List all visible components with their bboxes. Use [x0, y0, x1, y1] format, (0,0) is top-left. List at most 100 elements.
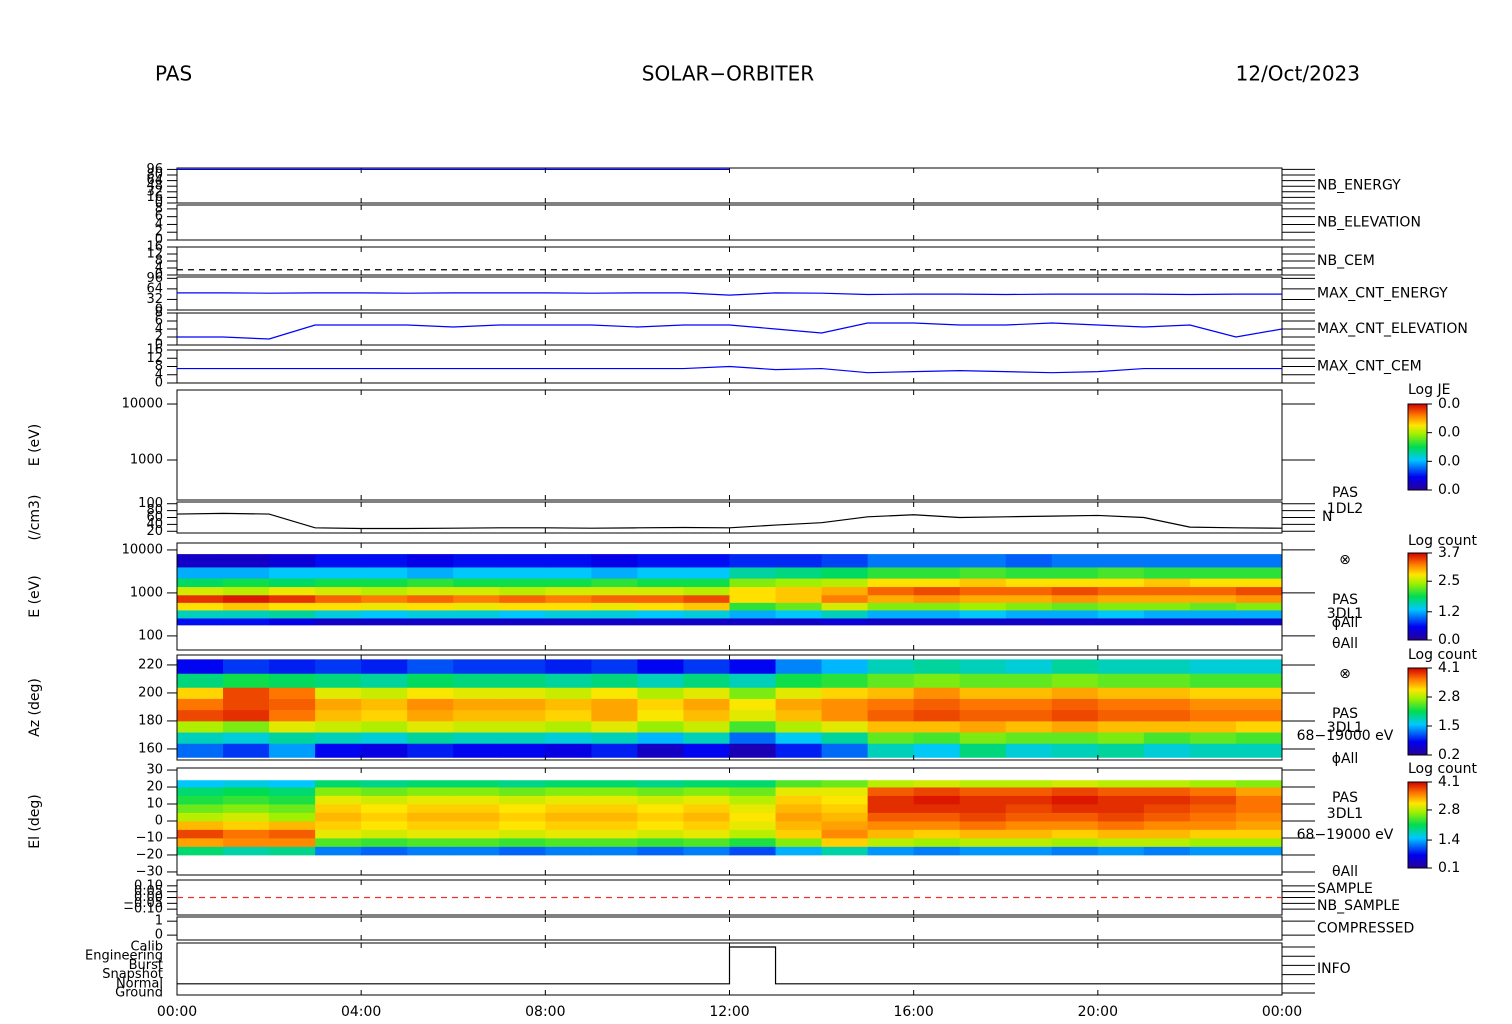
heatmap-cell	[591, 812, 638, 822]
heatmap-cell	[637, 554, 684, 568]
heatmap-cell	[269, 743, 316, 758]
heatmap-cell	[1235, 837, 1283, 847]
y-tick-label: 0	[155, 338, 163, 353]
y-tick-label: 20	[146, 780, 163, 795]
annotation: N	[1322, 509, 1332, 525]
heatmap-cell	[729, 673, 776, 688]
heatmap-cell	[223, 602, 270, 611]
heatmap-cell	[1235, 732, 1283, 744]
heatmap-cell	[1143, 837, 1191, 847]
heatmap-cell	[637, 586, 684, 596]
y-tick-label: 2	[155, 225, 163, 240]
heatmap-cell	[177, 732, 224, 744]
heatmap-cell	[1051, 578, 1099, 588]
heatmap-cell	[821, 795, 869, 805]
heatmap-cell	[361, 743, 408, 758]
heatmap-cell	[315, 812, 362, 822]
y-tick-label: 0	[155, 928, 163, 943]
heatmap-cell	[1143, 780, 1191, 788]
heatmap-cell	[775, 812, 822, 822]
y-tick-label: −30	[136, 864, 163, 879]
heatmap-cell	[1051, 812, 1099, 822]
heatmap-cell	[729, 732, 776, 744]
heatmap-cell	[1005, 829, 1053, 839]
heatmap-cell	[499, 829, 546, 839]
heatmap-cell	[407, 795, 454, 805]
heatmap-cell	[499, 820, 546, 830]
heatmap-cell	[867, 567, 915, 579]
heatmap-cell	[407, 829, 454, 839]
heatmap-cell	[499, 837, 546, 847]
colorbar-tick-label: 1.2	[1438, 604, 1460, 620]
heatmap-cell	[959, 618, 1007, 626]
colorbar-tick-label: 2.8	[1438, 802, 1460, 818]
heatmap-cell	[1005, 610, 1053, 619]
heatmap-cell	[637, 567, 684, 579]
heatmap-cell	[361, 846, 408, 856]
colorbar-tick-label: 0.1	[1438, 860, 1460, 876]
heatmap-cell	[1143, 610, 1191, 619]
colorbar-tick-label: 0.0	[1438, 453, 1460, 469]
heatmap-cell	[407, 720, 454, 733]
heatmap-cell	[591, 602, 638, 611]
panel-label: MAX_CNT_CEM	[1317, 359, 1422, 375]
heatmap-cell	[545, 659, 592, 674]
y-axis-title: Az (deg)	[27, 678, 43, 737]
heatmap-cell	[959, 578, 1007, 588]
heatmap-cell	[315, 687, 362, 699]
y-tick-label: 0.00	[134, 890, 163, 905]
y-tick-label: 1000	[130, 453, 163, 468]
heatmap-cell	[683, 804, 730, 813]
heatmap-cell	[361, 820, 408, 830]
heatmap-cell	[499, 659, 546, 674]
heatmap-cell	[729, 687, 776, 699]
panel-frame	[176, 167, 1283, 204]
y-tick-label: 0	[155, 813, 163, 828]
heatmap-cell	[177, 780, 224, 788]
y-tick-label: 100	[138, 496, 163, 511]
heatmap-cell	[821, 586, 869, 596]
heatmap-cell	[775, 743, 822, 758]
heatmap-cell	[499, 698, 546, 711]
heatmap-cell	[269, 554, 316, 568]
heatmap-cell	[361, 567, 408, 579]
heatmap-cell	[637, 837, 684, 847]
heatmap-cell	[407, 594, 454, 603]
heatmap-cell	[683, 610, 730, 619]
heatmap-cell	[637, 846, 684, 856]
heatmap-cell	[1005, 594, 1053, 603]
heatmap-cell	[637, 602, 684, 611]
panel-label: NB_ENERGY	[1317, 178, 1401, 194]
heatmap-cell	[177, 837, 224, 847]
heatmap-cell	[591, 829, 638, 839]
heatmap-cell	[545, 602, 592, 611]
heatmap-cell	[821, 594, 869, 603]
heatmap-cell	[1097, 732, 1145, 744]
heatmap-cell	[177, 795, 224, 805]
heatmap-cell	[407, 578, 454, 588]
heatmap-cell	[913, 720, 961, 733]
heatmap-cell	[821, 698, 869, 711]
heatmap-cell	[361, 602, 408, 611]
y-axis-title: E (eV)	[27, 575, 43, 617]
heatmap-cell	[821, 812, 869, 822]
heatmap-cell	[591, 567, 638, 579]
heatmap-cell	[1189, 812, 1237, 822]
heatmap-cell	[223, 567, 270, 579]
heatmap-cell	[1143, 659, 1191, 674]
heatmap-cell	[315, 732, 362, 744]
heatmap-cell	[407, 837, 454, 847]
heatmap-cell	[269, 594, 316, 603]
y-tick-label: 220	[138, 657, 163, 672]
y-tick-label: 160	[138, 741, 163, 756]
heatmap-cell	[913, 554, 961, 568]
heatmap-cell	[775, 602, 822, 611]
heatmap-cell	[867, 618, 915, 626]
heatmap-cell	[315, 602, 362, 611]
heatmap-cell	[729, 698, 776, 711]
heatmap-cell	[1235, 743, 1283, 758]
heatmap-cell	[269, 687, 316, 699]
heatmap-cell	[453, 659, 500, 674]
heatmap-cell	[1097, 720, 1145, 733]
heatmap-cell	[361, 709, 408, 722]
